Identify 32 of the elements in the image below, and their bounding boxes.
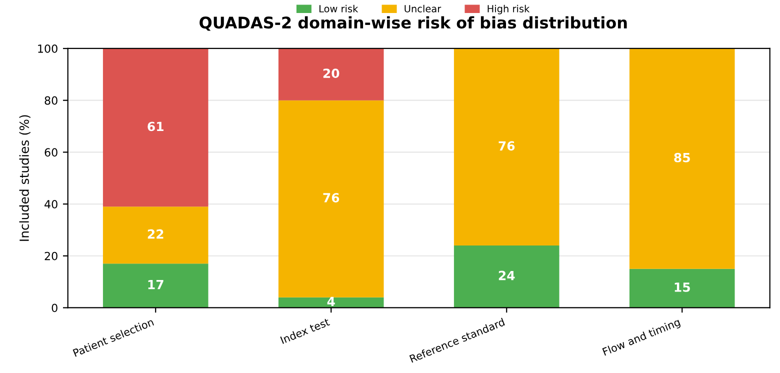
data-label: 76 [498,141,515,151]
y-tick-label: 100 [38,44,58,53]
x-tick-label: Flow and timing [602,318,682,358]
data-label: 17 [148,280,164,290]
data-label: 76 [323,193,340,202]
y-tick-label: 0 [52,304,58,312]
bar [629,48,735,269]
legend-label: Low risk [319,4,358,12]
bar [629,268,735,308]
y-tick-label: 80 [44,96,58,105]
bar [102,48,208,207]
data-label: 24 [498,270,515,280]
y-axis-title: Included studies (%) [19,115,30,241]
y-tick-label: 60 [44,148,58,157]
bar [278,100,384,298]
data-label: 22 [148,229,164,239]
legend-label: High risk [488,4,530,14]
data-label: 61 [148,122,164,132]
bar [454,48,560,246]
bar [102,206,208,264]
chart-title: QUADAS-2 domain-wise risk of bias distribution [200,16,627,31]
data-label: 15 [674,282,690,292]
data-label: 85 [674,152,690,162]
x-tick-label: Index test [280,318,330,344]
y-tick-label: 40 [44,200,58,208]
legend-label: Unclear [404,4,442,12]
bar [278,48,384,100]
data-label: 4 [327,296,335,306]
y-tick-label: 20 [44,252,58,260]
bar [102,264,208,308]
bar [454,246,560,308]
data-label: 20 [323,68,340,78]
